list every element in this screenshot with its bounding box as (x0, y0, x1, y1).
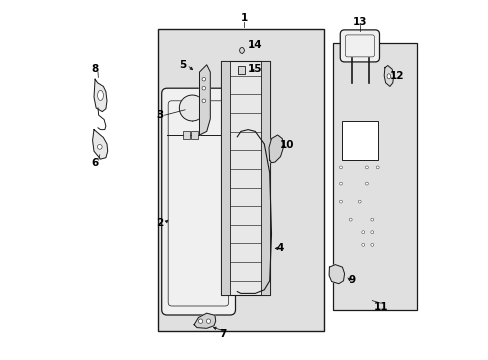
Polygon shape (194, 313, 215, 328)
Bar (191, 131, 197, 139)
Bar (221, 61, 230, 295)
Text: 11: 11 (373, 302, 388, 312)
Ellipse shape (339, 182, 342, 185)
Ellipse shape (339, 200, 342, 203)
Bar (260, 61, 269, 295)
Text: 9: 9 (348, 275, 355, 285)
Text: 14: 14 (247, 40, 262, 50)
Polygon shape (199, 65, 210, 135)
FancyBboxPatch shape (340, 30, 379, 62)
FancyBboxPatch shape (162, 88, 235, 315)
Ellipse shape (386, 74, 390, 79)
Ellipse shape (206, 319, 210, 323)
Text: 1: 1 (241, 13, 247, 23)
Text: 8: 8 (91, 64, 99, 74)
Ellipse shape (198, 319, 203, 323)
Polygon shape (328, 265, 344, 284)
Ellipse shape (202, 99, 205, 103)
Text: 2: 2 (156, 218, 163, 228)
Bar (332, 43, 416, 310)
Bar (183, 131, 189, 139)
Ellipse shape (358, 200, 361, 203)
Ellipse shape (370, 243, 373, 246)
Text: 7: 7 (219, 329, 226, 339)
Ellipse shape (370, 231, 373, 234)
Text: 13: 13 (352, 17, 366, 27)
Text: 4: 4 (276, 243, 284, 253)
Ellipse shape (365, 182, 367, 185)
Text: 12: 12 (389, 71, 404, 81)
Ellipse shape (375, 166, 378, 169)
Text: 10: 10 (279, 140, 294, 150)
Ellipse shape (361, 231, 364, 234)
Ellipse shape (370, 218, 373, 221)
Polygon shape (268, 135, 283, 163)
Ellipse shape (365, 166, 367, 169)
Text: 5: 5 (179, 60, 186, 70)
Ellipse shape (98, 90, 103, 100)
Ellipse shape (202, 77, 205, 81)
Bar (341, 121, 377, 160)
Ellipse shape (361, 243, 364, 246)
Polygon shape (92, 130, 107, 159)
Text: 6: 6 (91, 158, 99, 168)
Ellipse shape (239, 48, 244, 53)
Text: 3: 3 (156, 110, 163, 120)
Ellipse shape (97, 145, 102, 149)
Bar (158, 29, 323, 331)
Ellipse shape (202, 86, 205, 90)
Bar (221, 61, 269, 295)
Polygon shape (94, 79, 107, 112)
Ellipse shape (179, 95, 205, 121)
Polygon shape (384, 66, 393, 86)
Ellipse shape (348, 218, 351, 221)
Text: 15: 15 (247, 64, 262, 74)
Ellipse shape (339, 166, 342, 169)
Bar (238, 66, 244, 74)
